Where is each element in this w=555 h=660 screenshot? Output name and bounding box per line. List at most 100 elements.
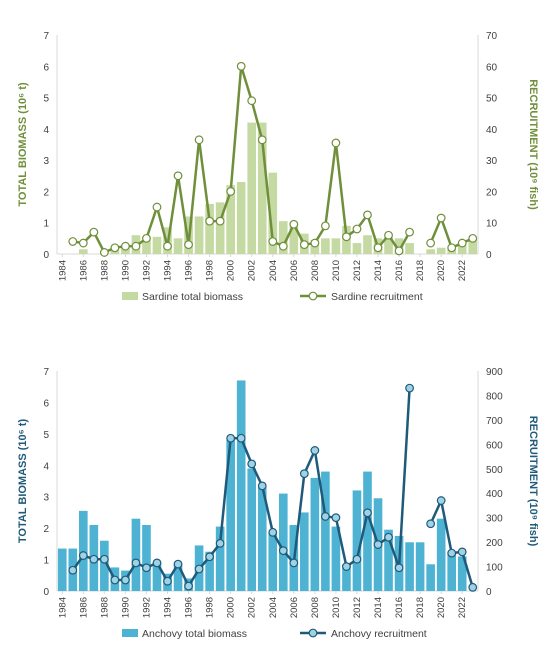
sardine-recruitment-point — [342, 232, 351, 242]
sardine-recruitment-line-segment — [250, 100, 264, 141]
sardine-biomass-bar — [205, 203, 214, 254]
anchovy-left-tick-label: 0 — [43, 587, 49, 598]
anchovy-recruitment-point — [78, 551, 88, 560]
anchovy-x-tick-label: 1990 — [120, 597, 131, 618]
anchovy-x-tick-label: 1998 — [205, 597, 216, 618]
sardine-left-tick-label: 5 — [43, 94, 49, 105]
sardine-recruitment-line-segment — [145, 206, 159, 239]
anchovy-left-tick-label: 1 — [43, 556, 49, 567]
anchovy-right-tick-label: 700 — [486, 416, 503, 427]
sardine-x-tick-label: 1992 — [141, 260, 152, 281]
sardine-x-tick-label: 1988 — [99, 260, 110, 281]
sardine-biomass-bar — [384, 236, 393, 254]
sardine-x-tick-label: 2002 — [247, 260, 258, 281]
sardine-biomass-bar — [363, 235, 372, 254]
anchovy-biomass-bar — [215, 526, 225, 591]
sardine-right-tick-label: 30 — [486, 156, 498, 167]
sardine-biomass-bar — [236, 182, 246, 254]
anchovy-biomass-bar — [173, 564, 183, 591]
sardine-recruitment-line-segment — [239, 65, 253, 102]
sardine-x-tick-label: 2018 — [415, 260, 426, 281]
anchovy-right-tick-label: 500 — [486, 465, 503, 476]
anchovy-chart: 0 1 2 3 4 5 6 7 0 100 200 300 400 500 600 700 800 900 1984… — [17, 367, 539, 640]
anchovy-left-axis-title: TOTAL BIOMASS (10⁶ t) — [17, 419, 29, 544]
sardine-recruitment-line-segment — [229, 66, 243, 192]
sardine-x-tick-label: 2004 — [268, 260, 279, 281]
sardine-biomass-bar — [278, 221, 288, 254]
anchovy-recruitment-point — [352, 554, 362, 564]
anchovy-recruitment-point — [289, 558, 299, 568]
sardine-recruitment-point — [299, 240, 309, 250]
sardine-recruitment-point — [310, 238, 320, 248]
sardine-recruitment-point — [184, 240, 193, 250]
anchovy-recruitment-point — [247, 459, 257, 469]
sardine-recruitment-point — [173, 171, 183, 181]
sardine-recruitment-point — [205, 216, 215, 226]
anchovy-biomass-bar — [247, 468, 257, 591]
sardine-biomass-bar — [152, 236, 162, 254]
anchovy-recruitment-point — [89, 554, 99, 564]
sardine-recruitment-point — [121, 241, 130, 251]
sardine-x-tick-label: 2012 — [352, 260, 363, 281]
sardine-recruitment-line-segment — [187, 139, 201, 245]
sardine-biomass-bar — [426, 249, 435, 254]
sardine-biomass-bar — [247, 122, 257, 254]
anchovy-right-tick-label: 200 — [486, 538, 503, 549]
anchovy-recruitment-line-segment — [261, 485, 274, 533]
sardine-recruitment-point — [247, 96, 257, 106]
anchovy-biomass-bar — [457, 556, 467, 591]
anchovy-right-tick-label: 900 — [486, 367, 503, 378]
sardine-recruitment-point — [89, 227, 99, 237]
anchovy-biomass-bar — [436, 518, 446, 591]
anchovy-x-tick-label: 2006 — [289, 597, 300, 618]
anchovy-biomass-bar — [331, 526, 341, 591]
sardine-recruitment-point — [457, 238, 467, 248]
sardine-right-tick-label: 50 — [486, 94, 498, 105]
anchovy-recruitment-point — [436, 496, 446, 505]
sardine-recruitment-point — [78, 238, 88, 248]
sardine-left-tick-label: 0 — [43, 250, 49, 261]
anchovy-x-tick-label: 1992 — [141, 597, 152, 618]
anchovy-recruitment-point — [331, 513, 341, 523]
sardine-recruitment-point — [163, 241, 172, 251]
anchovy-recruitment-line-segment — [313, 450, 327, 517]
sardine-left-tick-label: 2 — [43, 187, 49, 198]
sardine-recruitment-point — [426, 238, 436, 248]
sardine-recruitment-point — [278, 241, 288, 251]
anchovy-recruitment-point — [184, 581, 193, 591]
sardine-x-tick-label: 1986 — [78, 260, 89, 281]
sardine-x-tick-label: 2010 — [331, 260, 342, 281]
anchovy-recruitment-point — [447, 548, 457, 558]
sardine-biomass-bar — [226, 185, 235, 254]
sardine-left-tick-label: 7 — [43, 31, 49, 42]
anchovy-right-tick-label: 600 — [486, 440, 503, 451]
anchovy-left-tick-label: 6 — [43, 398, 49, 409]
sardine-recruitment-line-segment — [260, 139, 275, 242]
sardine-x-tick-label: 1998 — [205, 260, 216, 281]
anchovy-recruitment-point — [394, 563, 404, 573]
anchovy-x-tick-label: 2002 — [247, 597, 258, 618]
anchovy-legend-line-marker — [308, 628, 318, 638]
sardine-biomass-bar — [331, 238, 341, 254]
anchovy-x-tick-label: 2004 — [268, 597, 279, 618]
anchovy-biomass-bar — [78, 510, 88, 591]
sardine-right-tick-label: 40 — [486, 125, 498, 136]
sardine-recruitment-point — [268, 237, 278, 246]
anchovy-biomass-bar — [363, 471, 372, 591]
anchovy-x-tick-label: 1994 — [163, 597, 174, 618]
sardine-x-tick-label: 1990 — [120, 260, 131, 281]
sardine-recruitment-line-segment — [218, 191, 232, 222]
anchovy-biomass-bar — [236, 380, 246, 591]
sardine-biomass-bar — [321, 238, 330, 254]
sardine-x-tick-label: 1996 — [184, 260, 195, 281]
sardine-right-tick-label: 60 — [486, 62, 498, 73]
sardine-recruitment-point — [110, 243, 120, 253]
anchovy-recruitment-point — [405, 383, 414, 393]
anchovy-biomass-bar — [131, 518, 141, 591]
anchovy-recruitment-point — [384, 532, 393, 542]
anchovy-x-tick-label: 2008 — [310, 597, 321, 618]
sardine-biomass-bar — [173, 238, 183, 254]
sardine-biomass-bar — [142, 236, 151, 254]
